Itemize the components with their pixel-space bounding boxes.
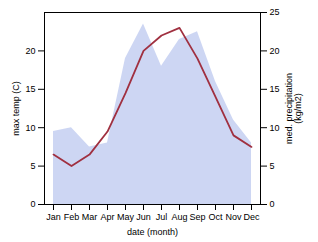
svg-text:Apr: Apr [100,212,114,222]
svg-text:Oct: Oct [208,212,223,222]
svg-text:20: 20 [25,46,35,56]
svg-text:0: 0 [30,199,35,209]
svg-text:25: 25 [270,7,280,17]
svg-text:Jul: Jul [156,212,168,222]
svg-text:May: May [117,212,135,222]
svg-text:med. precipitation(kg/m2): med. precipitation(kg/m2) [284,73,303,144]
svg-text:0: 0 [270,199,275,209]
svg-text:15: 15 [270,84,280,94]
svg-text:max temp (C): max temp (C) [11,81,21,136]
svg-text:15: 15 [25,84,35,94]
svg-text:Feb: Feb [64,212,80,222]
svg-text:Nov: Nov [225,212,242,222]
svg-text:Mar: Mar [82,212,98,222]
svg-text:Jan: Jan [46,212,61,222]
svg-text:5: 5 [30,161,35,171]
svg-text:date (month): date (month) [127,227,178,237]
svg-text:10: 10 [25,123,35,133]
svg-text:Aug: Aug [171,212,187,222]
svg-text:Sep: Sep [189,212,205,222]
svg-text:Jun: Jun [136,212,151,222]
svg-text:20: 20 [270,46,280,56]
svg-text:Dec: Dec [243,212,260,222]
svg-text:10: 10 [270,123,280,133]
svg-text:5: 5 [270,161,275,171]
